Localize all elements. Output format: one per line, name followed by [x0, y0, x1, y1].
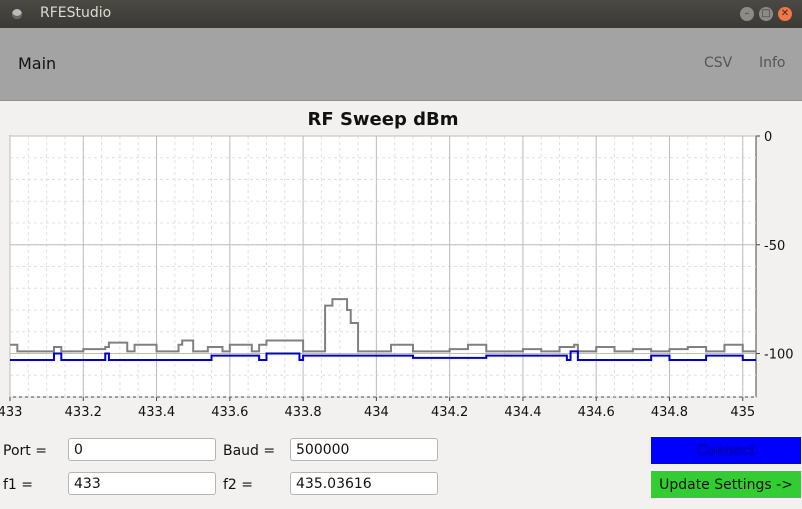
f1-label: f1 = [3, 477, 34, 493]
baud-label: Baud = [223, 443, 276, 459]
f1-input[interactable] [68, 472, 216, 495]
connect-button[interactable]: Connect [651, 437, 801, 464]
y-tick-label: 0 [764, 130, 772, 145]
x-tick-label: 434.2 [431, 405, 468, 420]
chart-title: RF Sweep dBm [308, 109, 459, 130]
window-title: RFEStudio [40, 5, 112, 21]
update-settings-button[interactable]: Update Settings -> [651, 471, 801, 498]
y-tick-label: -100 [764, 348, 794, 363]
x-tick-label: 434.6 [578, 405, 615, 420]
minimize-icon[interactable]: – [740, 7, 754, 21]
x-tick-label: 435 [730, 405, 755, 420]
current-trace [10, 350, 756, 362]
x-tick-label: 433.6 [211, 405, 248, 420]
menu-bar: Main CSV Info [0, 28, 802, 101]
menu-main[interactable]: Main [18, 54, 57, 73]
x-tick-label: 433.8 [284, 405, 321, 420]
y-tick-label: -50 [764, 239, 785, 254]
x-tick-label: 434.8 [651, 405, 688, 420]
x-tick-label: 434.4 [504, 405, 541, 420]
rf-sweep-chart: 433 433.2 433.4 433.6 433.8 434 434.2 434.4 434.… [0, 101, 802, 431]
x-tick-label: 433.4 [138, 405, 175, 420]
f2-input[interactable] [290, 472, 438, 495]
baud-input[interactable] [290, 438, 438, 461]
x-tick-label: 434 [364, 405, 389, 420]
close-icon[interactable]: ✕ [778, 7, 792, 21]
menu-info[interactable]: Info [759, 55, 786, 71]
port-input[interactable] [68, 438, 216, 461]
x-tick-label: 433.2 [65, 405, 102, 420]
app-icon [12, 9, 22, 19]
port-label: Port = [3, 443, 47, 459]
chart-svg: 433 433.2 433.4 433.6 433.8 434 434.2 434.4 434.… [0, 109, 794, 420]
x-tick-label: 433 [0, 405, 22, 420]
f2-label: f2 = [223, 477, 254, 493]
title-bar: RFEStudio – □ ✕ [0, 0, 802, 28]
max-hold-trace [10, 298, 756, 353]
maximize-icon[interactable]: □ [759, 7, 773, 21]
menu-csv[interactable]: CSV [704, 55, 733, 71]
